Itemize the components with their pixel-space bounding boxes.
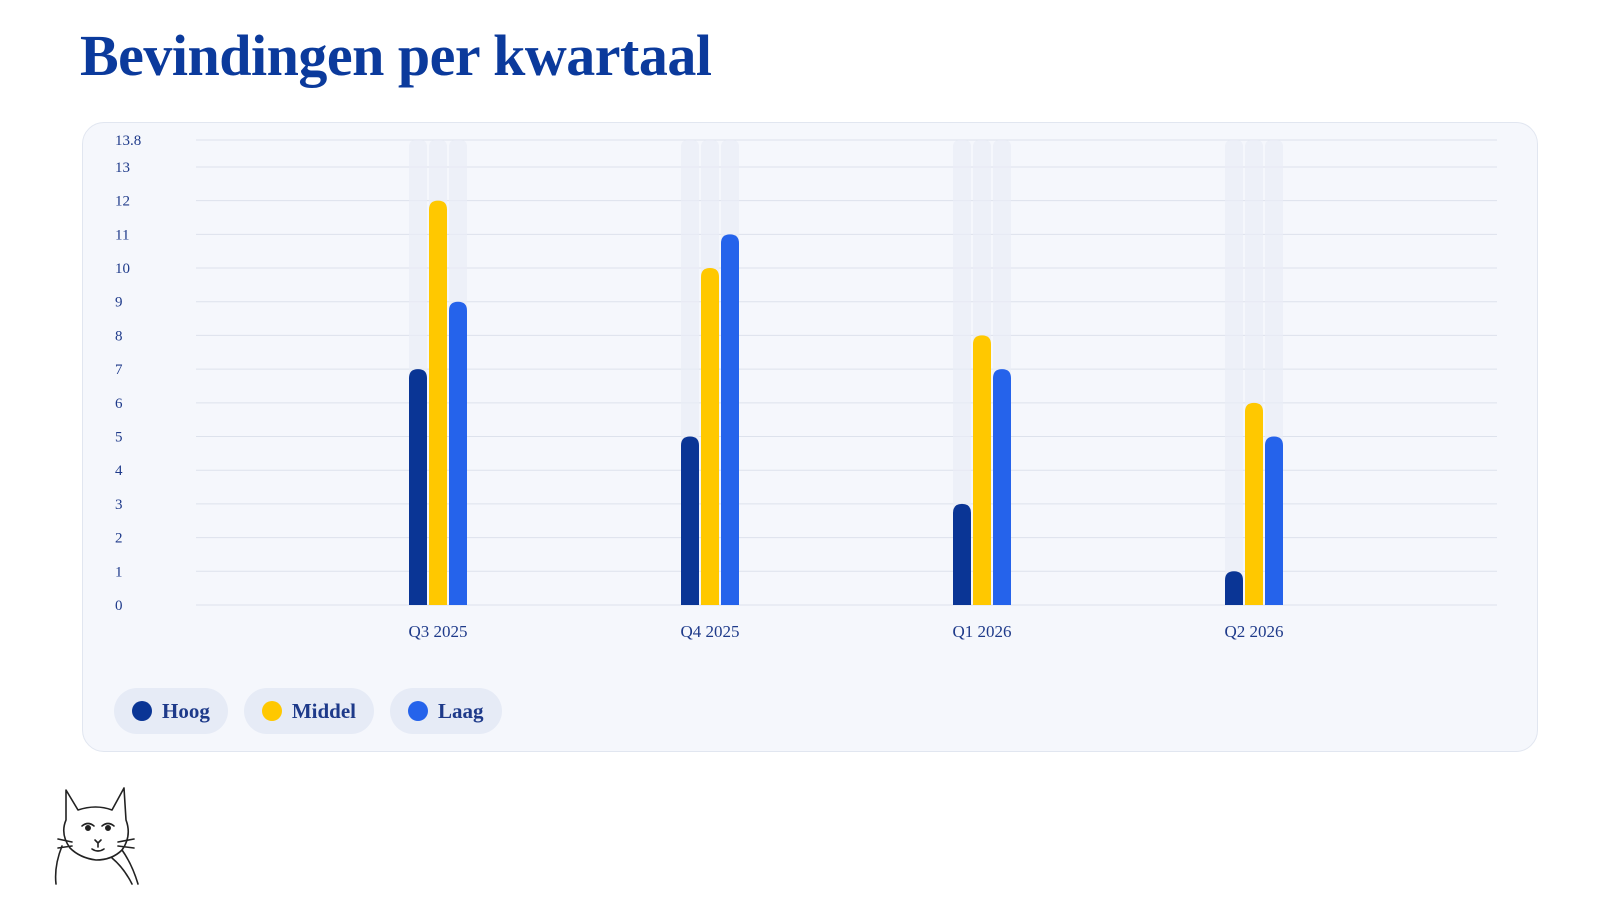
y-tick-label: 11 [115,227,129,243]
y-tick-label: 2 [115,531,123,547]
bar [1265,436,1283,605]
legend-swatch [132,701,152,721]
legend-label: Middel [291,698,357,723]
bar-track [953,140,971,605]
bar [993,369,1011,605]
legend-label: Laag [438,698,484,723]
y-tick-label: 7 [115,362,123,378]
bar [409,369,427,605]
bar [953,503,971,605]
bar [449,301,467,605]
y-tick-label: 5 [115,430,123,446]
y-tick-label: 6 [115,396,123,412]
bar [973,335,991,605]
y-tick-label: 10 [115,261,130,277]
legend: Hoog Middel Laag [114,688,502,734]
y-tick-label: 8 [115,328,123,344]
y-tick-label: 12 [115,194,130,210]
y-tick-label: 3 [115,497,123,513]
legend-item: Middel [243,688,375,734]
bar [681,436,699,605]
y-tick-label: 0 [115,598,123,614]
y-tick-label: 13.8 [115,133,141,149]
bar [429,200,447,606]
x-tick-label: Q2 2026 [1224,622,1283,641]
x-tick-label: Q3 2025 [408,622,467,641]
y-tick-label: 4 [115,463,123,479]
chart-title: Bevindingen per kwartaal [80,23,712,88]
legend-item: Laag [390,688,502,734]
bar-track [1225,140,1243,605]
bar [701,268,719,605]
x-tick-label: Q1 2026 [952,622,1011,641]
legend-swatch [261,701,282,721]
legend-label: Hoog [162,698,210,723]
legend-swatch [408,701,429,721]
x-tick-label: Q4 2025 [680,622,739,641]
y-tick-label: 9 [115,295,123,311]
bar [1245,402,1263,605]
bar [721,234,739,605]
legend-item: Hoog [114,688,228,734]
y-tick-label: 13 [115,160,130,176]
bar [1225,571,1243,605]
y-tick-label: 1 [115,564,123,580]
cat-logo [54,787,139,885]
